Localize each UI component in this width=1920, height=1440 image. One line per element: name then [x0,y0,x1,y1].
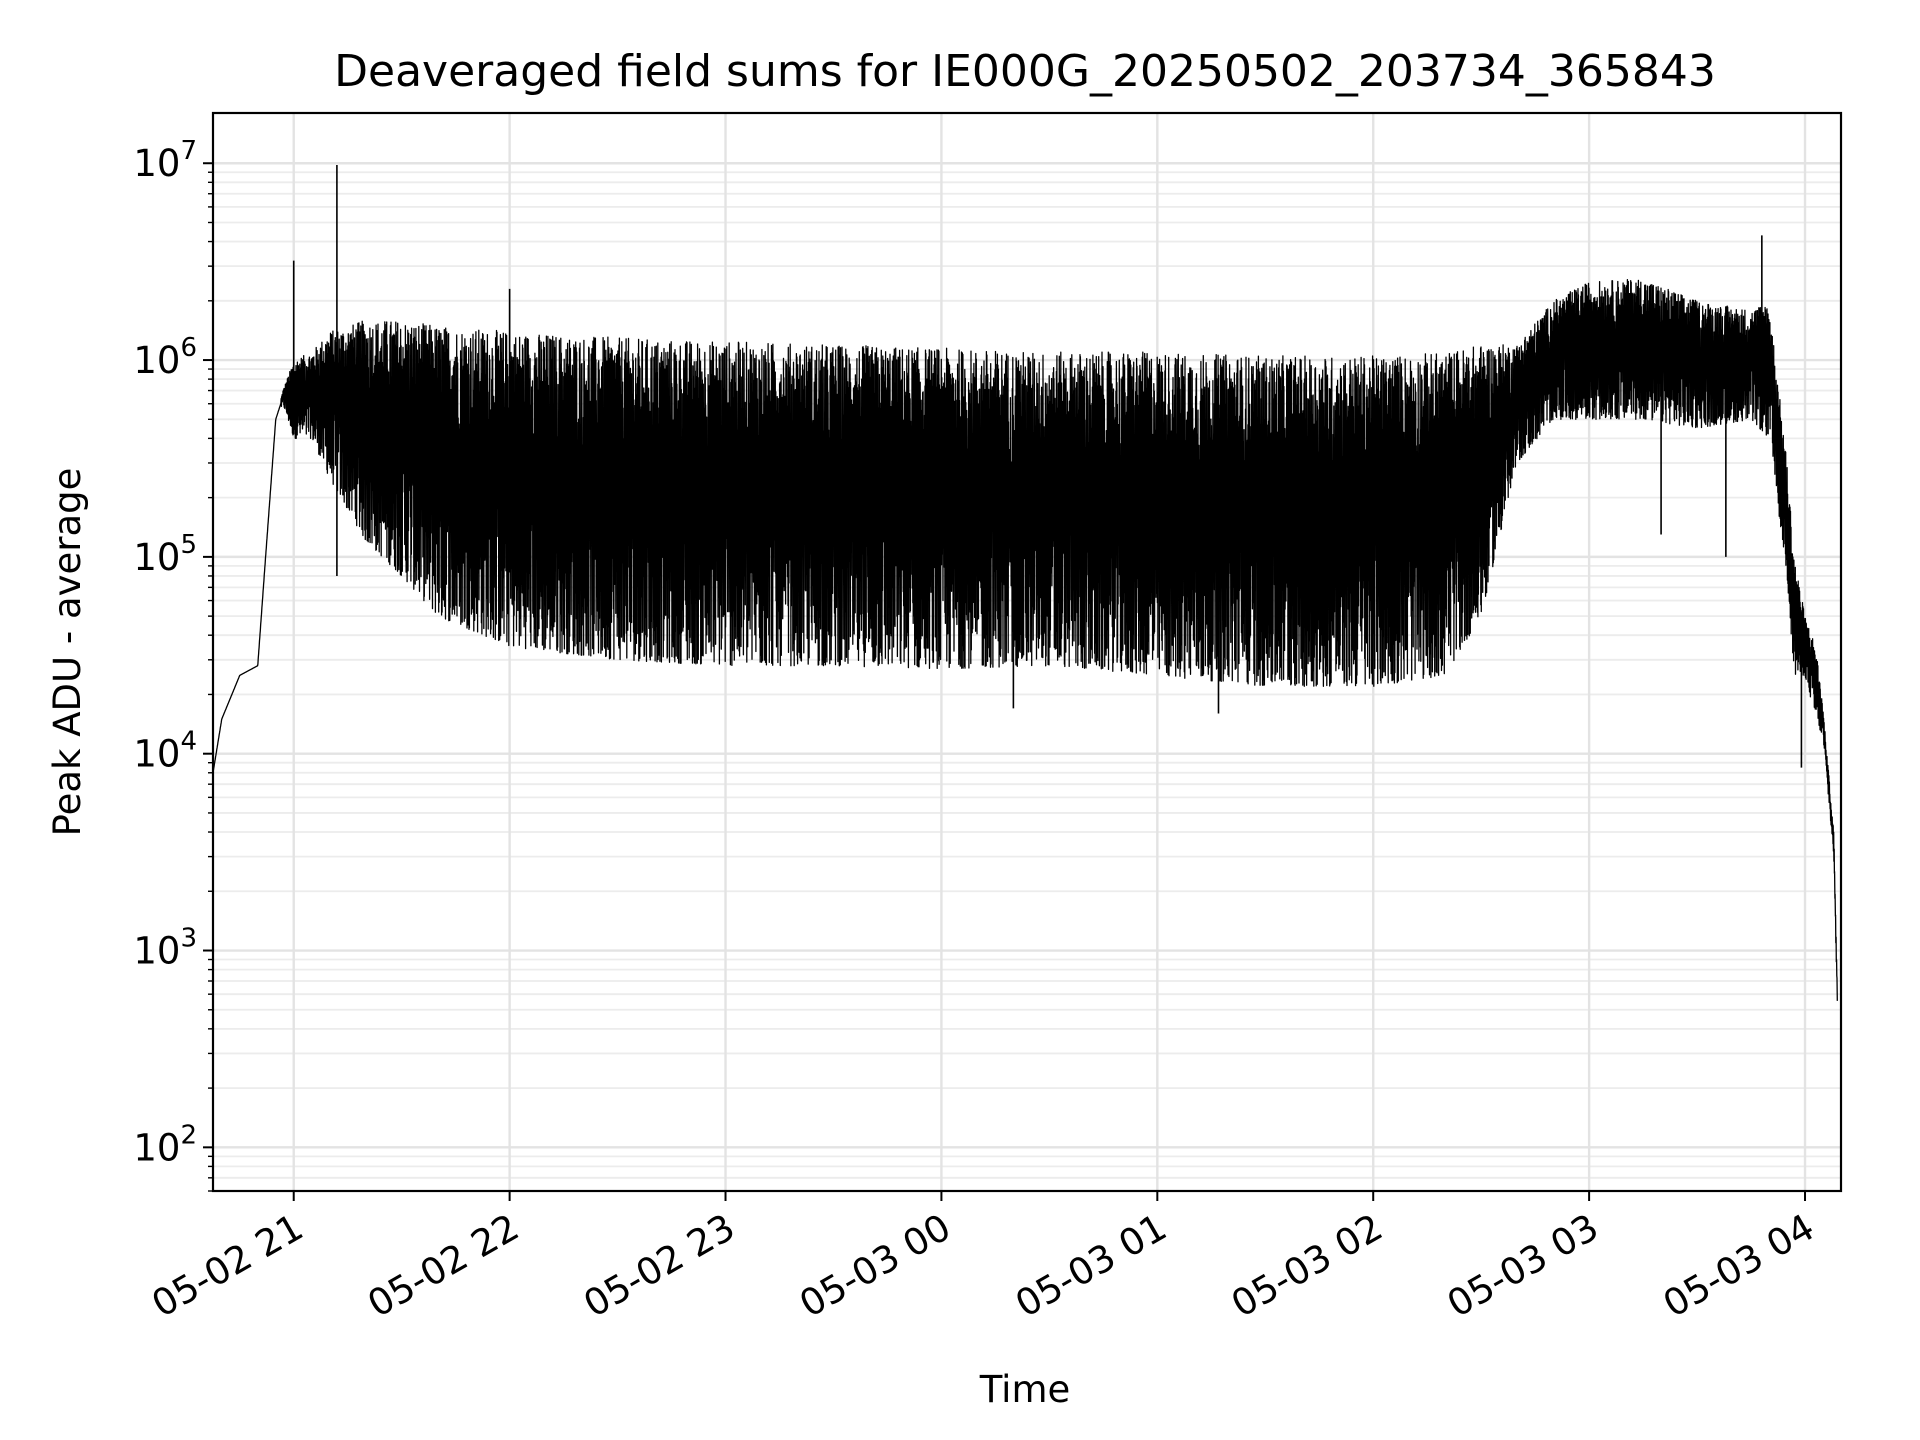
y-tick-label: 103 [133,924,197,973]
y-axis-label: Peak ADU - average [46,468,89,837]
y-tick-label: 104 [133,727,197,776]
x-axis-label: Time [979,1368,1071,1411]
y-tick-label: 102 [133,1120,197,1169]
series-line [212,278,1838,1001]
series [212,164,1838,1001]
y-tick-label: 106 [133,333,197,382]
grid [213,113,1841,1192]
y-tick-label: 107 [133,136,197,185]
plot-frame [211,111,1843,1193]
y-tick-label: 105 [133,530,197,579]
chart-title: Deaveraged field sums for IE000G_2025050… [334,46,1716,97]
